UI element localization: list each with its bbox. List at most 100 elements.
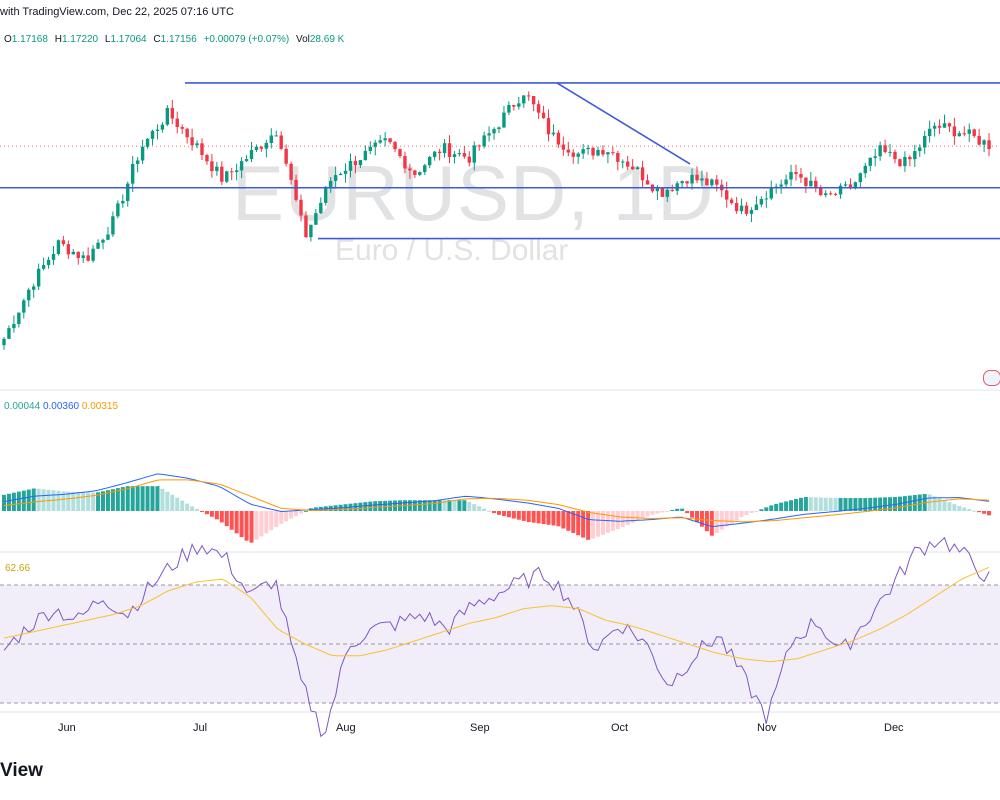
macd-histogram-bar xyxy=(239,511,244,538)
macd-histogram-bar xyxy=(873,497,878,511)
macd-histogram-bar xyxy=(937,498,942,511)
macd-histogram-bar xyxy=(204,511,209,515)
macd-histogram-bar xyxy=(487,510,492,512)
macd-histogram-bar xyxy=(521,511,526,521)
candle-body xyxy=(56,240,61,254)
candle-body xyxy=(467,156,471,163)
candle-body xyxy=(502,112,506,128)
candle-body xyxy=(873,156,877,158)
candle-body xyxy=(927,128,932,137)
macd-histogram-bar xyxy=(675,508,680,511)
macd-histogram-bar xyxy=(165,491,170,511)
candle-body xyxy=(17,312,21,325)
candle-body xyxy=(497,127,501,130)
candle-body xyxy=(220,166,224,182)
candle-body xyxy=(824,193,828,196)
macd-histogram-bar xyxy=(556,511,561,527)
macd-histogram-bar xyxy=(516,511,521,520)
candle-body xyxy=(576,153,580,157)
macd-histogram-bar xyxy=(670,509,675,511)
candle-body xyxy=(819,188,823,196)
candle-body xyxy=(536,104,541,113)
macd-histogram-bar xyxy=(744,511,749,515)
candle-body xyxy=(244,159,249,162)
macd-histogram-bar xyxy=(388,500,393,511)
candle-body xyxy=(437,151,442,154)
candle-body xyxy=(284,148,288,164)
candle-body xyxy=(710,179,714,186)
candle-body xyxy=(333,175,338,181)
macd-histogram-bar xyxy=(269,511,274,531)
macd-histogram-bar xyxy=(417,500,422,511)
macd-histogram-bar xyxy=(452,500,457,511)
candle-body xyxy=(289,163,293,180)
candle-body xyxy=(249,149,254,160)
candle-body xyxy=(947,123,952,127)
macd-histogram-bar xyxy=(96,492,101,511)
open-value: 1.17168 xyxy=(11,34,48,45)
macd-histogram-bar xyxy=(640,511,645,519)
macd-histogram-bar xyxy=(284,511,289,522)
macd-histogram-bar xyxy=(120,487,125,511)
macd-histogram-bar xyxy=(195,508,200,511)
macd-histogram-bar xyxy=(546,511,551,525)
low-value: 1.17064 xyxy=(110,34,147,45)
candle-body xyxy=(972,129,976,136)
candle-body xyxy=(551,132,556,135)
macd-histogram-bar xyxy=(467,501,472,511)
candle-body xyxy=(96,242,100,249)
candle-body xyxy=(665,189,669,197)
candle-body xyxy=(36,268,41,287)
macd-histogram-bar xyxy=(680,508,685,511)
macd-histogram-bar xyxy=(71,491,76,511)
macd-histogram-bar xyxy=(209,511,214,517)
macd-legend: 0.00044 0.00360 0.00315 xyxy=(4,401,118,412)
candle-body xyxy=(76,251,80,259)
candle-body xyxy=(962,133,966,135)
candle-body xyxy=(784,179,788,185)
scroll-to-latest-button[interactable] xyxy=(983,370,1000,386)
candle-body xyxy=(715,179,719,185)
candle-body xyxy=(507,104,511,113)
candle-body xyxy=(596,149,600,156)
candle-body xyxy=(660,187,665,197)
macd-histogram-bar xyxy=(813,497,818,511)
candle-body xyxy=(522,95,526,104)
candle-body xyxy=(621,161,625,163)
candle-body xyxy=(12,324,16,329)
macd-histogram-bar xyxy=(190,506,195,511)
time-axis-label: Dec xyxy=(884,722,904,734)
macd-histogram-bar xyxy=(6,493,11,511)
candle-body xyxy=(739,205,744,212)
candle-body xyxy=(843,184,848,186)
candle-body xyxy=(71,251,75,255)
candle-body xyxy=(848,184,853,189)
macd-histogram-bar xyxy=(299,511,303,514)
candle-body xyxy=(304,215,308,238)
macd-histogram-bar xyxy=(947,502,952,511)
macd-histogram-bar xyxy=(655,511,660,514)
macd-histogram-bar xyxy=(16,491,21,511)
candle-body xyxy=(690,174,694,184)
low-label: L xyxy=(104,34,111,45)
close-value: 1.17156 xyxy=(160,34,197,45)
macd-histogram-bar xyxy=(180,500,185,511)
candle-body xyxy=(299,199,303,216)
candle-body xyxy=(106,234,110,240)
macd-histogram-bar xyxy=(571,511,576,534)
ohlc-readout: O1.17168 H1.17220 L1.17064 C1.17156 +0.0… xyxy=(4,34,348,45)
macd-histogram-bar xyxy=(902,496,907,511)
candle-body xyxy=(512,104,516,107)
macd-histogram-bar xyxy=(645,511,650,517)
candle-body xyxy=(868,157,872,166)
macd-histogram-bar xyxy=(932,496,937,511)
macd-histogram-bar xyxy=(135,486,140,511)
macd-histogram-bar xyxy=(432,500,437,511)
candle-body xyxy=(338,173,343,176)
candle-body xyxy=(274,135,278,137)
macd-signal-value: 0.00315 xyxy=(81,401,119,412)
macd-histogram-bar xyxy=(685,511,690,514)
macd-histogram-bar xyxy=(917,494,922,511)
candle-body xyxy=(140,146,145,161)
